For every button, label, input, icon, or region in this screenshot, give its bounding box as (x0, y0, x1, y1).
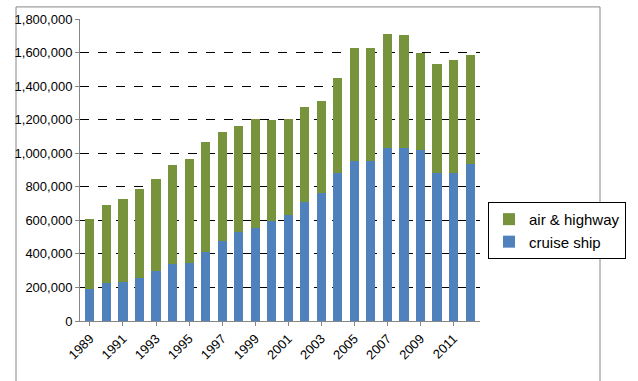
svg-text:1,400,000: 1,400,000 (15, 79, 73, 94)
svg-text:2011: 2011 (430, 331, 460, 361)
svg-text:0: 0 (65, 314, 72, 329)
svg-text:1991: 1991 (99, 331, 130, 362)
svg-text:air & highway: air & highway (529, 211, 620, 228)
svg-text:1,600,000: 1,600,000 (15, 45, 73, 60)
svg-text:2003: 2003 (297, 331, 328, 362)
svg-text:1,800,000: 1,800,000 (15, 12, 73, 27)
svg-text:cruise ship: cruise ship (529, 234, 601, 251)
svg-text:1997: 1997 (198, 331, 229, 362)
svg-text:1999: 1999 (231, 331, 262, 362)
svg-text:800,000: 800,000 (25, 179, 72, 194)
svg-text:1993: 1993 (132, 331, 163, 362)
svg-text:1,200,000: 1,200,000 (15, 112, 73, 127)
svg-text:2001: 2001 (264, 331, 295, 362)
svg-text:2005: 2005 (330, 331, 361, 362)
svg-text:2007: 2007 (363, 331, 394, 362)
svg-text:600,000: 600,000 (25, 213, 72, 228)
svg-text:2009: 2009 (396, 331, 427, 362)
svg-text:200,000: 200,000 (25, 280, 72, 295)
svg-text:1,000,000: 1,000,000 (15, 146, 73, 161)
svg-text:1995: 1995 (165, 331, 196, 362)
svg-text:1989: 1989 (66, 331, 97, 362)
svg-text:400,000: 400,000 (25, 246, 72, 261)
